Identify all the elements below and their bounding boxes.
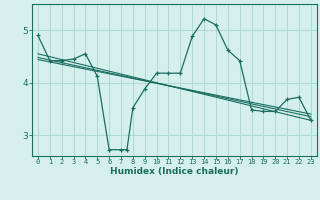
X-axis label: Humidex (Indice chaleur): Humidex (Indice chaleur)	[110, 167, 239, 176]
